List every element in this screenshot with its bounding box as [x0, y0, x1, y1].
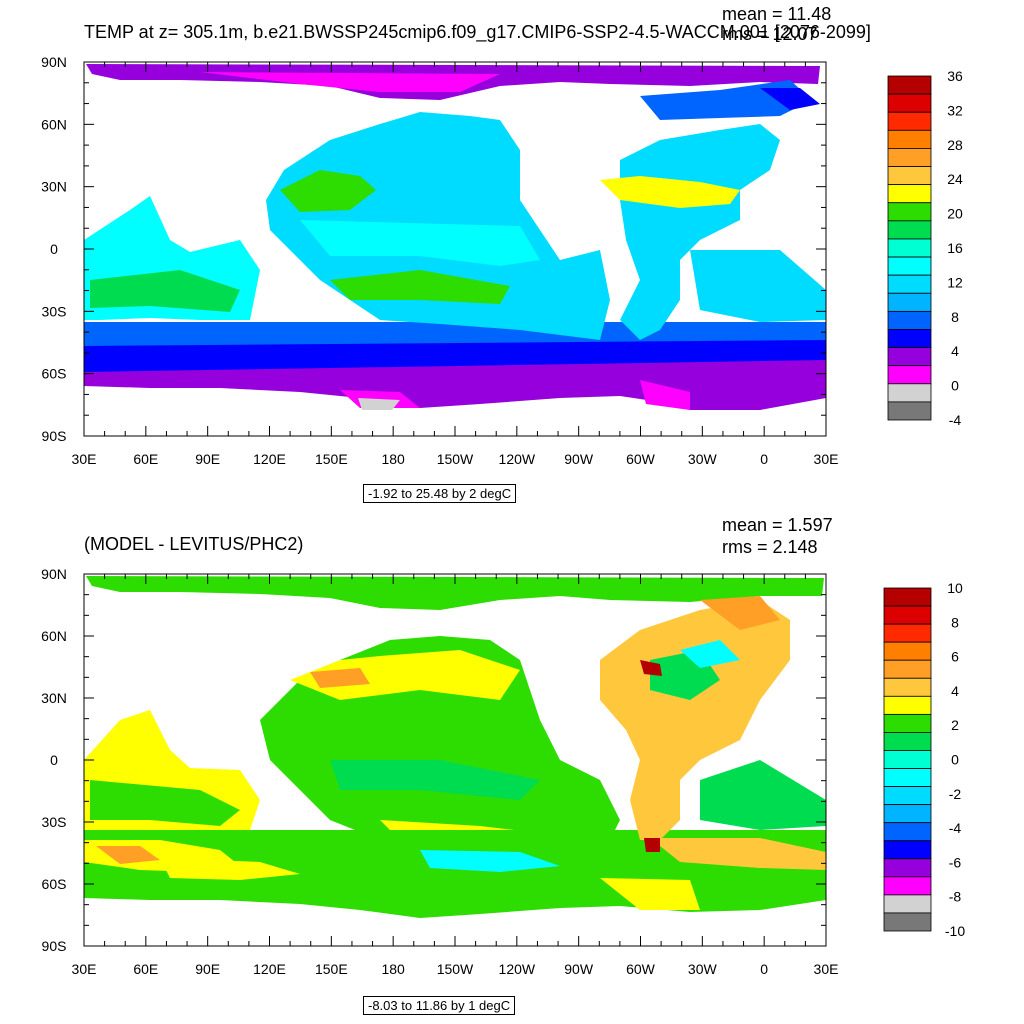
colorbar-swatch [883, 822, 932, 842]
x-tick-label: 0 [760, 961, 768, 977]
x-tick-label: 120W [499, 451, 536, 467]
colorbar-swatch [883, 894, 932, 914]
x-tick-label: 90E [195, 451, 220, 467]
panel2-mean: mean = 1.597 [722, 515, 833, 535]
colorbar-label: 16 [947, 240, 963, 256]
colorbar-swatch [883, 858, 932, 878]
colorbar-swatch [883, 641, 932, 661]
x-tick-label: 90E [195, 961, 220, 977]
x-tick-label: 120E [253, 961, 286, 977]
y-tick-label: 90N [41, 566, 67, 582]
y-tick-label: 60N [41, 116, 67, 132]
y-tick-label: 0 [50, 241, 58, 257]
y-tick-label: 60N [41, 628, 67, 644]
colorbar-label: -6 [949, 854, 962, 870]
colorbar-label: 8 [951, 614, 959, 630]
colorbar-swatch [883, 695, 932, 715]
x-tick-label: 180 [381, 451, 405, 467]
colorbar-swatch [887, 401, 932, 421]
colorbar-swatch [883, 804, 932, 824]
colorbar-swatch [883, 713, 932, 733]
colorbar-swatch [883, 840, 932, 860]
x-tick-label: 120E [253, 451, 286, 467]
colorbar-label: 10 [947, 580, 963, 596]
x-tick-label: 90W [564, 451, 594, 467]
colorbar-label: -4 [949, 412, 962, 428]
x-tick-label: 30E [72, 451, 97, 467]
colorbar-swatch [883, 659, 932, 679]
x-tick-label: 180 [381, 961, 405, 977]
x-tick-label: 150W [437, 451, 474, 467]
colorbar-label: 6 [951, 649, 959, 665]
colorbar-label: 12 [947, 274, 963, 290]
x-tick-label: 60E [133, 451, 158, 467]
panel1-title: TEMP at z= 305.1m, b.e21.BWSSP245cmip6.f… [84, 22, 871, 42]
x-tick-label: 30E [72, 961, 97, 977]
colorbar-label: 4 [951, 343, 959, 359]
colorbar-swatch [883, 587, 932, 607]
colorbar-swatch [883, 623, 932, 643]
x-tick-label: 150E [315, 961, 348, 977]
y-tick-label: 60S [42, 876, 67, 892]
panel2-ocean-field [84, 576, 826, 918]
y-tick-label: 90S [42, 428, 67, 444]
y-tick-label: 30N [41, 179, 67, 195]
y-tick-label: 30S [42, 814, 67, 830]
x-tick-label: 60E [133, 961, 158, 977]
panel2-contour-range: -8.03 to 11.86 by 1 degC [363, 996, 516, 1015]
panel1-rms: rms = 12.07 [722, 24, 818, 44]
colorbar-label: 0 [951, 378, 959, 394]
y-tick-label: 30S [42, 303, 67, 319]
panel1-ocean-field [84, 64, 826, 410]
panel2-rms: rms = 2.148 [722, 537, 818, 557]
colorbar-label: 36 [947, 68, 963, 84]
colorbar-label: -10 [945, 923, 965, 939]
colorbar-swatch [883, 732, 932, 751]
x-tick-label: 30E [814, 961, 839, 977]
y-tick-label: 30N [41, 690, 67, 706]
panel2-title: (MODEL - LEVITUS/PHC2) [84, 534, 304, 554]
y-tick-label: 90S [42, 938, 67, 954]
colorbar-swatch [883, 750, 932, 769]
y-tick-label: 60S [42, 366, 67, 382]
colorbar-label: -8 [949, 889, 962, 905]
colorbar-label: -4 [949, 820, 962, 836]
x-tick-label: 30W [688, 961, 718, 977]
colorbar-swatch [883, 768, 932, 787]
colorbar-swatch [883, 605, 932, 625]
y-tick-label: 0 [50, 752, 58, 768]
colorbar-label: 28 [947, 137, 963, 153]
panel1-mean: mean = 11.48 [722, 4, 832, 24]
x-tick-label: 60W [626, 451, 656, 467]
colorbar-label: 4 [951, 683, 959, 699]
colorbar-label: 2 [951, 717, 959, 733]
colorbar-label: 0 [951, 752, 959, 768]
x-tick-label: 90W [564, 961, 594, 977]
x-tick-label: 120W [499, 961, 536, 977]
y-tick-label: 90N [41, 54, 67, 70]
panel1-contour-range: -1.92 to 25.48 by 2 degC [363, 484, 517, 503]
x-tick-label: 150W [437, 961, 474, 977]
colorbar-label: 32 [947, 102, 963, 118]
x-tick-label: 150E [315, 451, 348, 467]
colorbar-swatch [883, 786, 932, 806]
colorbar-swatch [883, 876, 932, 896]
colorbar-swatch [883, 677, 932, 697]
colorbar-label: 20 [947, 206, 963, 222]
x-tick-label: 0 [760, 451, 768, 467]
colorbar-label: 24 [947, 171, 963, 187]
x-tick-label: 30E [814, 451, 839, 467]
x-tick-label: 60W [626, 961, 656, 977]
colorbar-swatch [883, 912, 932, 932]
x-tick-label: 30W [688, 451, 718, 467]
colorbar-label: 8 [951, 309, 959, 325]
colorbar-label: -2 [949, 786, 962, 802]
